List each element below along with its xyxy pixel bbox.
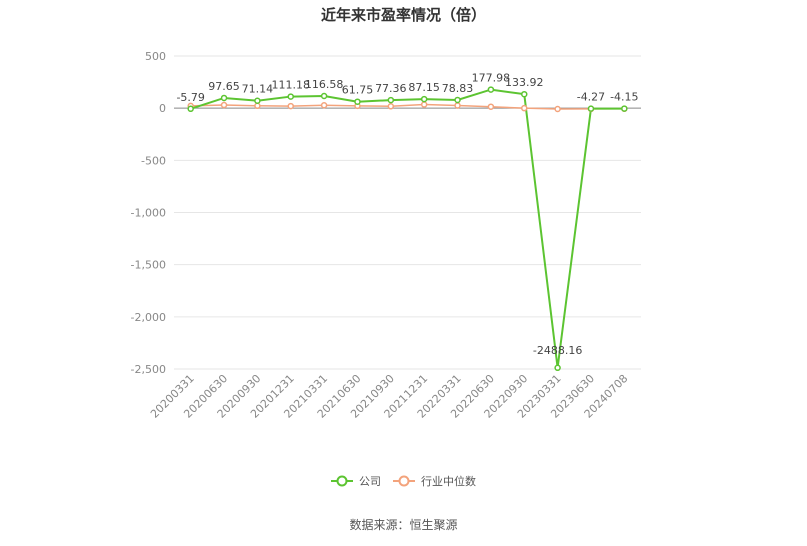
data-point-company — [320, 92, 328, 100]
y-tick-label: -1,500 — [131, 259, 166, 272]
data-label-company: 177.98 — [472, 72, 511, 85]
data-label-company: 87.15 — [408, 81, 440, 94]
data-label-company: -2488.16 — [533, 344, 582, 357]
y-tick-label: -500 — [141, 154, 166, 167]
data-label-company: -4.27 — [577, 91, 605, 104]
data-label-company: -5.79 — [176, 91, 204, 104]
data-point-industry-median — [387, 103, 395, 110]
data-label-company: 133.92 — [505, 76, 544, 89]
series-line-industry-median — [190, 103, 625, 110]
data-point-industry-median — [487, 103, 495, 110]
data-point-company — [420, 95, 428, 103]
legend-item-industry-median: 行业中位数 — [393, 474, 476, 488]
data-label-company: 71.14 — [242, 83, 274, 96]
data-point-industry-median — [254, 102, 261, 110]
series-line-company — [190, 88, 625, 368]
data-point-industry-median — [554, 105, 561, 113]
y-tick-label: 0 — [159, 102, 166, 115]
data-label-company: 61.75 — [342, 84, 374, 97]
data-point-company — [554, 364, 561, 372]
legend-label: 公司 — [359, 475, 381, 488]
data-point-industry-median — [287, 102, 294, 110]
data-point-industry-median — [320, 101, 328, 109]
legend-item-company: 公司 — [331, 475, 381, 488]
data-point-company — [220, 94, 228, 102]
data-point-company — [387, 96, 395, 104]
y-tick-label: -2,000 — [131, 311, 166, 324]
y-tick-label: -2,500 — [131, 363, 166, 376]
legend-swatch-marker — [336, 475, 348, 487]
legend-swatch-marker — [398, 475, 410, 487]
data-point-industry-median — [220, 101, 228, 109]
data-label-company: 97.65 — [208, 80, 240, 93]
chart-title: 近年来市盈率情况（倍） — [320, 6, 486, 24]
data-point-company — [187, 105, 194, 113]
legend-label: 行业中位数 — [421, 474, 476, 488]
data-point-company — [254, 97, 261, 104]
data-label-company: 77.36 — [375, 82, 407, 95]
data-point-company — [521, 90, 528, 98]
data-point-company — [621, 105, 628, 112]
data-source-note: 数据来源：恒生聚源 — [349, 518, 458, 532]
y-tick-label: -1,000 — [131, 207, 166, 220]
data-point-company — [454, 96, 461, 104]
data-label-company: 116.58 — [305, 78, 344, 91]
data-label-company: -4.15 — [610, 91, 638, 104]
data-label-company: 111.18 — [272, 79, 311, 92]
data-point-company — [354, 98, 361, 105]
data-point-company — [487, 86, 495, 93]
data-label-company: 78.83 — [442, 82, 474, 95]
y-tick-label: 500 — [145, 50, 166, 63]
data-point-industry-median — [454, 102, 461, 109]
data-point-company — [287, 93, 294, 100]
data-point-industry-median — [420, 101, 428, 108]
data-point-industry-median — [521, 104, 528, 112]
data-point-company — [587, 105, 595, 112]
